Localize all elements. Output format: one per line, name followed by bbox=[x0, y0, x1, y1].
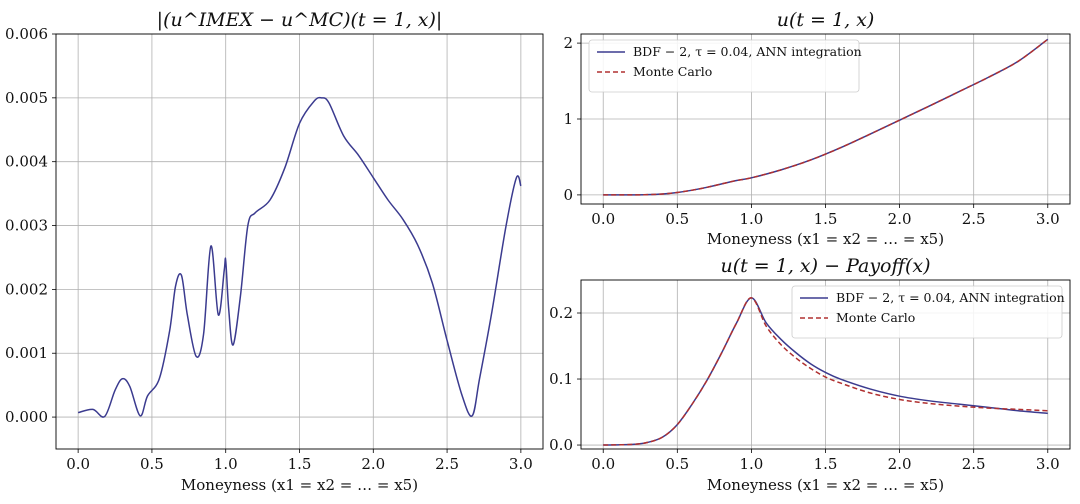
x-tick-label: 0.5 bbox=[140, 455, 164, 473]
y-tick-label: 0.0 bbox=[549, 436, 573, 454]
x-tick-label: 1.0 bbox=[739, 455, 763, 473]
legend-label: BDF − 2, τ = 0.04, ANN integration bbox=[836, 290, 1065, 305]
y-tick-label: 2 bbox=[563, 34, 573, 52]
x-tick-label: 2.5 bbox=[435, 455, 459, 473]
y-tick-label: 0.2 bbox=[549, 304, 573, 322]
x-tick-label: 2.0 bbox=[888, 455, 912, 473]
chart-panel-2: 0.0 0.5 1.0 1.5 2.0 2.5 3.0 0 1 2 u(t = 1, x) Money… bbox=[563, 9, 1071, 248]
x-axis-label: Moneyness (x1 = x2 = … = x5) bbox=[181, 476, 418, 494]
plot-frame bbox=[55, 33, 544, 450]
x-tick-label: 0.0 bbox=[591, 455, 615, 473]
x-tick-label: 3.0 bbox=[509, 455, 533, 473]
legend-label: BDF − 2, τ = 0.04, ANN integration bbox=[633, 44, 862, 59]
x-tick-label: 0.5 bbox=[665, 210, 689, 228]
y-tick-label: 0 bbox=[563, 186, 573, 204]
y-tick-label: 0.004 bbox=[5, 153, 48, 171]
y-tick-label: 0.005 bbox=[5, 89, 48, 107]
legend-box bbox=[588, 39, 860, 93]
x-tick-label: 1.0 bbox=[214, 455, 238, 473]
x-axis-label: Moneyness (x1 = x2 = … = x5) bbox=[707, 230, 944, 248]
chart-panel-1: 0.0 0.5 1.0 1.5 2.0 2.5 3.0 0.000 0.001 0.002 0.00… bbox=[5, 9, 544, 494]
x-tick-label: 1.5 bbox=[814, 210, 838, 228]
series-line-2 bbox=[603, 38, 1049, 196]
x-tick-label: 1.5 bbox=[288, 455, 312, 473]
legend: BDF − 2, τ = 0.04, ANN integration Monte … bbox=[791, 285, 1065, 339]
legend-box bbox=[791, 285, 1063, 339]
y-tick-label: 0.001 bbox=[5, 344, 48, 362]
chart-title: u(t = 1, x) − Payoff(x) bbox=[720, 255, 930, 277]
y-tick-label: 0.000 bbox=[5, 408, 48, 426]
y-tick-label: 0.002 bbox=[5, 280, 48, 298]
y-tick-label: 0.006 bbox=[5, 25, 48, 43]
plot-frame bbox=[580, 33, 1071, 205]
x-tick-label: 2.5 bbox=[962, 210, 986, 228]
x-tick-label: 0.0 bbox=[66, 455, 90, 473]
x-tick-label: 3.0 bbox=[1036, 455, 1060, 473]
chart-panel-3: 0.0 0.5 1.0 1.5 2.0 2.5 3.0 0.0 0.1 0.2 u(t = 1, x… bbox=[549, 255, 1071, 494]
y-tick-label: 1 bbox=[563, 110, 573, 128]
y-tick-label: 0.003 bbox=[5, 217, 48, 235]
x-tick-label: 0.5 bbox=[665, 455, 689, 473]
chart-title: u(t = 1, x) bbox=[777, 9, 875, 31]
legend: BDF − 2, τ = 0.04, ANN integration Monte … bbox=[588, 39, 862, 93]
x-tick-label: 0.0 bbox=[591, 210, 615, 228]
x-tick-label: 2.0 bbox=[888, 210, 912, 228]
plot-frame bbox=[580, 279, 1071, 450]
chart-title: |(u^IMEX − u^MC)(t = 1, x)| bbox=[157, 9, 443, 31]
x-axis-label: Moneyness (x1 = x2 = … = x5) bbox=[707, 476, 944, 494]
x-tick-label: 2.5 bbox=[962, 455, 986, 473]
x-tick-label: 1.0 bbox=[739, 210, 763, 228]
series-line-2 bbox=[603, 297, 1048, 446]
y-tick-label: 0.1 bbox=[549, 370, 573, 388]
legend-label: Monte Carlo bbox=[836, 310, 915, 325]
x-tick-label: 2.0 bbox=[361, 455, 385, 473]
x-tick-label: 1.5 bbox=[814, 455, 838, 473]
legend-label: Monte Carlo bbox=[633, 64, 712, 79]
x-tick-label: 3.0 bbox=[1036, 210, 1060, 228]
series-line-1 bbox=[77, 96, 522, 418]
